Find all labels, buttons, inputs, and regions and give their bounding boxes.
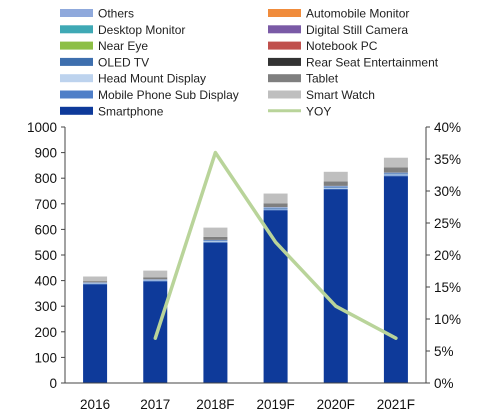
- legend-swatch-others: [60, 9, 93, 17]
- x-tick-label-2016: 2016: [80, 397, 110, 412]
- y2-tick-label: 40%: [434, 120, 461, 135]
- legend-swatch-rear-seat-entertainment: [268, 57, 301, 66]
- bar-mobile-phone-sub-display-2021f: [383, 175, 408, 177]
- legend-label-notebook-pc: Notebook PC: [306, 39, 378, 53]
- legend-label-near-eye: Near Eye: [98, 39, 148, 53]
- bar-mobile-phone-sub-display-2020f: [323, 188, 348, 190]
- bar-mobile-phone-sub-display-2018f: [203, 241, 228, 243]
- legend-label-desktop-monitor: Desktop Monitor: [98, 23, 185, 37]
- y-tick-label: 700: [34, 197, 57, 212]
- y2-tick-label: 10%: [434, 312, 461, 327]
- bar-others-2017: [143, 279, 168, 280]
- bar-head-mount-display-2019f: [263, 208, 288, 210]
- legend-label-oled-tv: OLED TV: [98, 55, 149, 69]
- y-tick-label: 200: [34, 325, 57, 340]
- legend-label-automobile-monitor: Automobile Monitor: [306, 7, 409, 21]
- legend-swatch-smart-watch: [268, 90, 301, 99]
- legend-swatch-oled-tv: [60, 57, 93, 66]
- legend-swatch-tablet: [268, 74, 301, 83]
- bar-head-mount-display-2018f: [203, 241, 228, 242]
- bar-others-2019f: [263, 207, 288, 208]
- y-tick-label: 400: [34, 274, 57, 289]
- y2-tick-label: 15%: [434, 280, 461, 295]
- legend-swatch-smartphone: [60, 106, 93, 115]
- legend-label-others: Others: [98, 7, 134, 21]
- y2-tick-label: 30%: [434, 184, 461, 199]
- bar-smart-watch-2018f: [203, 227, 228, 237]
- bar-others-2018f: [203, 239, 228, 241]
- bar-smart-watch-2016: [83, 276, 108, 282]
- bar-smartphone-2021f: [383, 176, 408, 383]
- bar-tablet-2017: [143, 277, 168, 280]
- legend-swatch-near-eye: [60, 41, 93, 50]
- y-tick-label: 800: [34, 171, 57, 186]
- bar-smart-watch-2019f: [263, 193, 288, 204]
- legend-label-tablet: Tablet: [306, 72, 339, 86]
- bar-others-2021f: [383, 172, 408, 174]
- bar-head-mount-display-2016: [83, 283, 108, 284]
- legend-swatch-head-mount-display: [60, 74, 93, 83]
- legend-label-smartphone: Smartphone: [98, 104, 164, 118]
- y-tick-label: 900: [34, 146, 57, 161]
- legend-label-rear-seat-entertainment: Rear Seat Entertainment: [306, 55, 439, 69]
- legend-label-head-mount-display: Head Mount Display: [98, 72, 206, 86]
- bar-tablet-2019f: [263, 203, 288, 208]
- bar-mobile-phone-sub-display-2017: [143, 280, 168, 282]
- bar-oled-tv-2020f: [323, 186, 348, 188]
- y2-tick-label: 5%: [434, 344, 454, 359]
- y-tick-label: 300: [34, 299, 57, 314]
- bar-others-2020f: [323, 185, 348, 187]
- legend-label-mobile-phone-sub-display: Mobile Phone Sub Display: [98, 88, 239, 102]
- bar-others-2016: [83, 282, 108, 283]
- bar-tablet-2021f: [383, 167, 408, 173]
- bar-smartphone-2019f: [263, 210, 288, 383]
- y2-tick-label: 25%: [434, 216, 461, 231]
- y-tick-label: 500: [34, 248, 57, 263]
- bar-head-mount-display-2020f: [323, 187, 348, 189]
- bar-oled-tv-2019f: [263, 207, 288, 209]
- bar-smart-watch-2017: [143, 270, 168, 278]
- bar-oled-tv-2021f: [383, 173, 408, 175]
- legend-label-yoy: YOY: [306, 104, 331, 118]
- legend-swatch-digital-still-camera: [268, 25, 301, 34]
- bar-smart-watch-2021f: [383, 157, 408, 168]
- y-tick-label: 100: [34, 350, 57, 365]
- legend-swatch-desktop-monitor: [60, 25, 93, 34]
- y2-tick-label: 0%: [434, 376, 454, 391]
- y-tick-label: 1000: [27, 120, 57, 135]
- x-tick-label-2019f: 2019F: [256, 397, 294, 412]
- legend-label-smart-watch: Smart Watch: [306, 88, 375, 102]
- bar-head-mount-display-2021f: [383, 174, 408, 176]
- legend-swatch-automobile-monitor: [268, 9, 301, 17]
- bar-tablet-2020f: [323, 181, 348, 186]
- bar-head-mount-display-2017: [143, 280, 168, 281]
- bar-smart-watch-2020f: [323, 171, 348, 182]
- x-tick-label-2021f: 2021F: [377, 397, 415, 412]
- bar-mobile-phone-sub-display-2019f: [263, 209, 288, 211]
- bar-tablet-2018f: [203, 236, 228, 240]
- bar-tablet-2016: [83, 281, 108, 283]
- line-series-yoy: [153, 150, 398, 340]
- bar-smartphone-2017: [143, 281, 168, 383]
- x-tick-label-2020f: 2020F: [317, 397, 355, 412]
- legend-swatch-mobile-phone-sub-display: [60, 90, 93, 99]
- x-tick-label-2017: 2017: [140, 397, 170, 412]
- y-tick-label: 0: [49, 376, 57, 391]
- legend-swatch-notebook-pc: [268, 41, 301, 50]
- legend-label-digital-still-camera: Digital Still Camera: [306, 23, 408, 37]
- y-tick-label: 600: [34, 222, 57, 237]
- y2-tick-label: 35%: [434, 152, 461, 167]
- x-tick-label-2018f: 2018F: [196, 397, 234, 412]
- bar-smartphone-2016: [83, 284, 108, 383]
- y2-tick-label: 20%: [434, 248, 461, 263]
- bar-oled-tv-2018f: [203, 240, 228, 242]
- bar-smartphone-2018f: [203, 242, 228, 383]
- bar-smartphone-2020f: [323, 189, 348, 383]
- bar-mobile-phone-sub-display-2016: [83, 283, 108, 285]
